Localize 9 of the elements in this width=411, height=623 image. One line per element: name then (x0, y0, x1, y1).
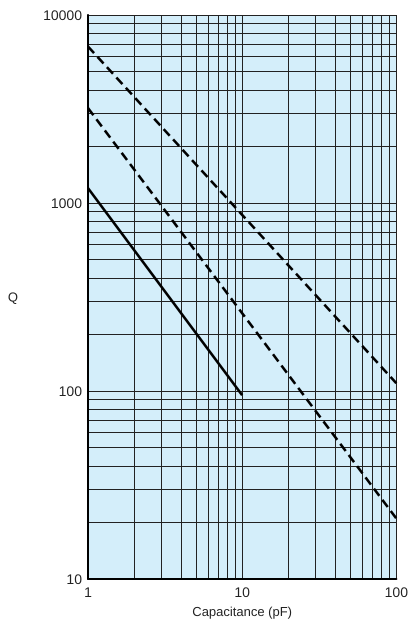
x-tick-label: 1 (84, 584, 92, 600)
x-axis-title: Capacitance (pF) (192, 604, 292, 619)
x-tick-label: 10 (234, 584, 250, 600)
y-axis-title: Q (8, 290, 18, 304)
y-tick-label: 10 (66, 571, 82, 587)
y-tick-label: 100 (58, 383, 82, 399)
y-tick-label: 10000 (43, 7, 82, 23)
x-tick-label: 100 (384, 584, 408, 600)
y-tick-label: 1000 (50, 195, 82, 211)
